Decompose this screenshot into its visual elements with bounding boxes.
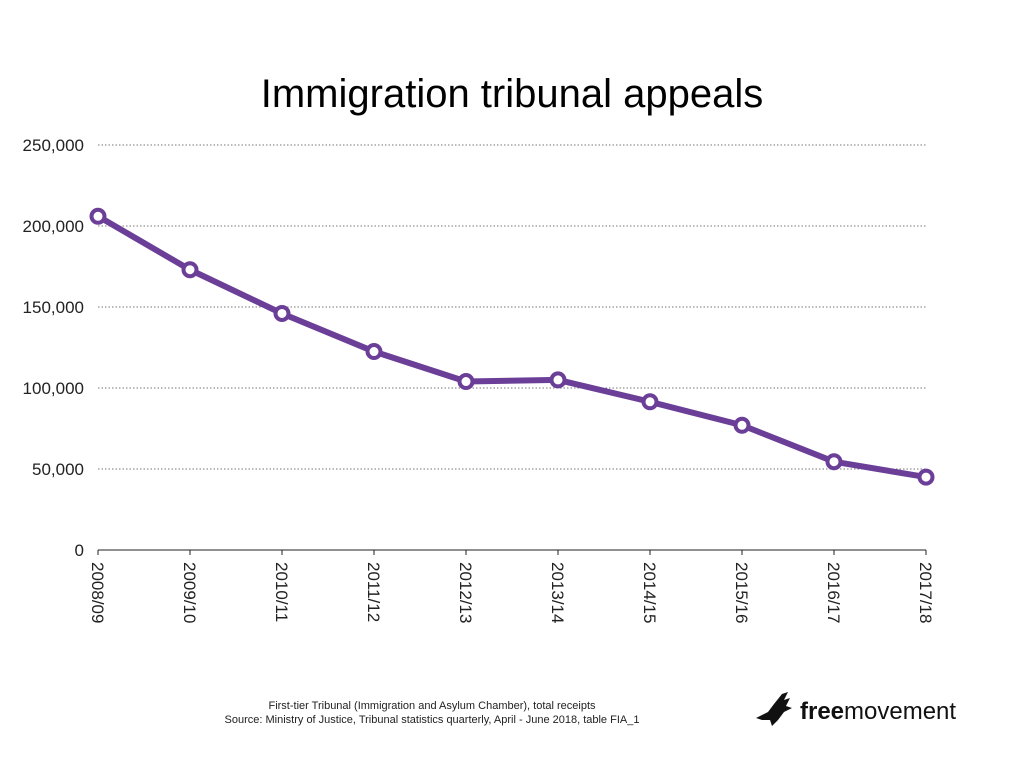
y-axis-ticks: 0 50,000 100,000 150,000 200,000 250,000 <box>23 136 84 560</box>
x-tick-label: 2009/10 <box>180 562 199 623</box>
x-tick-label: 2012/13 <box>456 562 475 623</box>
x-tick-label: 2015/16 <box>732 562 751 623</box>
data-point <box>273 304 291 322</box>
x-tick-label: 2016/17 <box>824 562 843 623</box>
logo-text-bold: free <box>800 698 845 725</box>
chart-title: Immigration tribunal appeals <box>260 72 764 116</box>
y-tick-label: 0 <box>75 541 84 560</box>
grid-lines <box>98 144 926 470</box>
bird-icon <box>756 692 792 726</box>
logo-text-regular: movement <box>844 698 957 725</box>
x-tick-label: 2014/15 <box>640 562 659 623</box>
footer-caption: First-tier Tribunal (Immigration and Asy… <box>268 700 596 712</box>
footer-source: Source: Ministry of Justice, Tribunal st… <box>224 714 640 726</box>
data-point <box>89 207 107 225</box>
y-tick-label: 150,000 <box>23 298 84 317</box>
y-tick-label: 200,000 <box>23 217 84 236</box>
chart-footer: First-tier Tribunal (Immigration and Asy… <box>190 699 674 727</box>
y-tick-label: 100,000 <box>23 379 84 398</box>
freemovement-logo: freemovement <box>752 688 992 732</box>
data-point <box>917 468 935 486</box>
data-point <box>825 453 843 471</box>
series-line <box>95 213 929 481</box>
series <box>89 207 935 486</box>
x-tick-label: 2011/12 <box>364 562 383 622</box>
x-tick-label: 2008/09 <box>88 562 107 623</box>
data-point <box>733 416 751 434</box>
x-tick-label: 2013/14 <box>548 562 567 623</box>
x-axis-ticks: 2008/09 2009/10 2010/11 2011/12 2012/13 2013/… <box>88 562 935 623</box>
y-tick-label: 50,000 <box>32 460 84 479</box>
data-point <box>457 373 475 391</box>
axes <box>97 549 927 555</box>
logo-text: freemovement <box>800 698 956 726</box>
y-tick-label: 250,000 <box>23 136 84 155</box>
x-tick-label: 2017/18 <box>916 562 935 623</box>
data-point <box>181 261 199 279</box>
data-point <box>641 393 659 411</box>
data-point <box>549 371 567 389</box>
x-tick-label: 2010/11 <box>272 562 291 622</box>
data-point <box>365 343 383 361</box>
